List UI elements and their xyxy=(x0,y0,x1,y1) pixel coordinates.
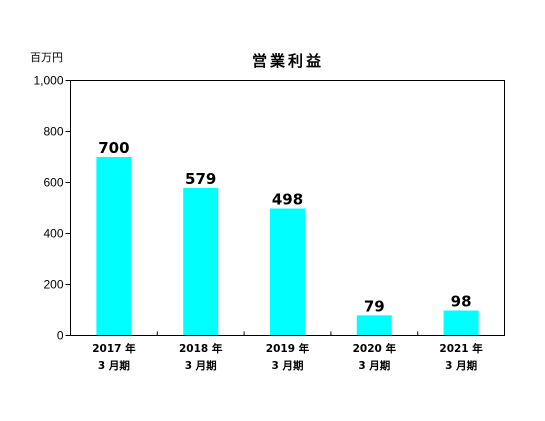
y-tick-label: 600 xyxy=(43,176,63,190)
bar-value-label: 98 xyxy=(451,293,472,311)
bar xyxy=(96,157,132,336)
chart-title: 営業利益 xyxy=(252,52,324,70)
x-tick-label-period: 3 月期 xyxy=(185,359,217,372)
x-tick-label-period: 3 月期 xyxy=(272,359,304,372)
y-tick-label: 1,000 xyxy=(33,74,63,88)
y-tick-label: 200 xyxy=(43,278,63,292)
bar-value-label: 79 xyxy=(364,297,385,315)
bars xyxy=(96,157,479,336)
x-tick-label-period: 3 月期 xyxy=(445,359,477,372)
y-axis-ticks: 0 200 400 600 800 1,000 xyxy=(33,74,71,343)
bar-value-label: 700 xyxy=(98,139,129,157)
bar xyxy=(443,310,479,336)
y-tick-label: 800 xyxy=(43,125,63,139)
plot-frame xyxy=(70,80,505,336)
x-tick-label-year: 2017 年 xyxy=(92,342,136,355)
bar-value-label: 579 xyxy=(185,170,216,188)
x-tick-label-period: 3 月期 xyxy=(98,359,130,372)
x-axis-ticks: 2017 年 3 月期 2018 年 3 月期 2019 年 3 月期 2020 年 3 月期… xyxy=(92,331,483,372)
bar-value-label: 498 xyxy=(272,191,303,209)
x-tick-label-year: 2021 年 xyxy=(439,342,483,355)
bar xyxy=(356,315,392,336)
x-tick-label-year: 2018 年 xyxy=(179,342,223,355)
bar xyxy=(183,187,219,336)
x-tick-label-year: 2019 年 xyxy=(266,342,310,355)
bar xyxy=(270,208,305,336)
y-tick-label: 400 xyxy=(43,227,63,241)
x-tick-label-year: 2020 年 xyxy=(353,342,397,355)
value-labels: 700 579 498 79 98 xyxy=(98,139,471,315)
y-tick-label: 0 xyxy=(57,329,64,343)
x-tick-label-period: 3 月期 xyxy=(358,359,390,372)
y-axis-unit-label: 百万円 xyxy=(30,51,63,64)
